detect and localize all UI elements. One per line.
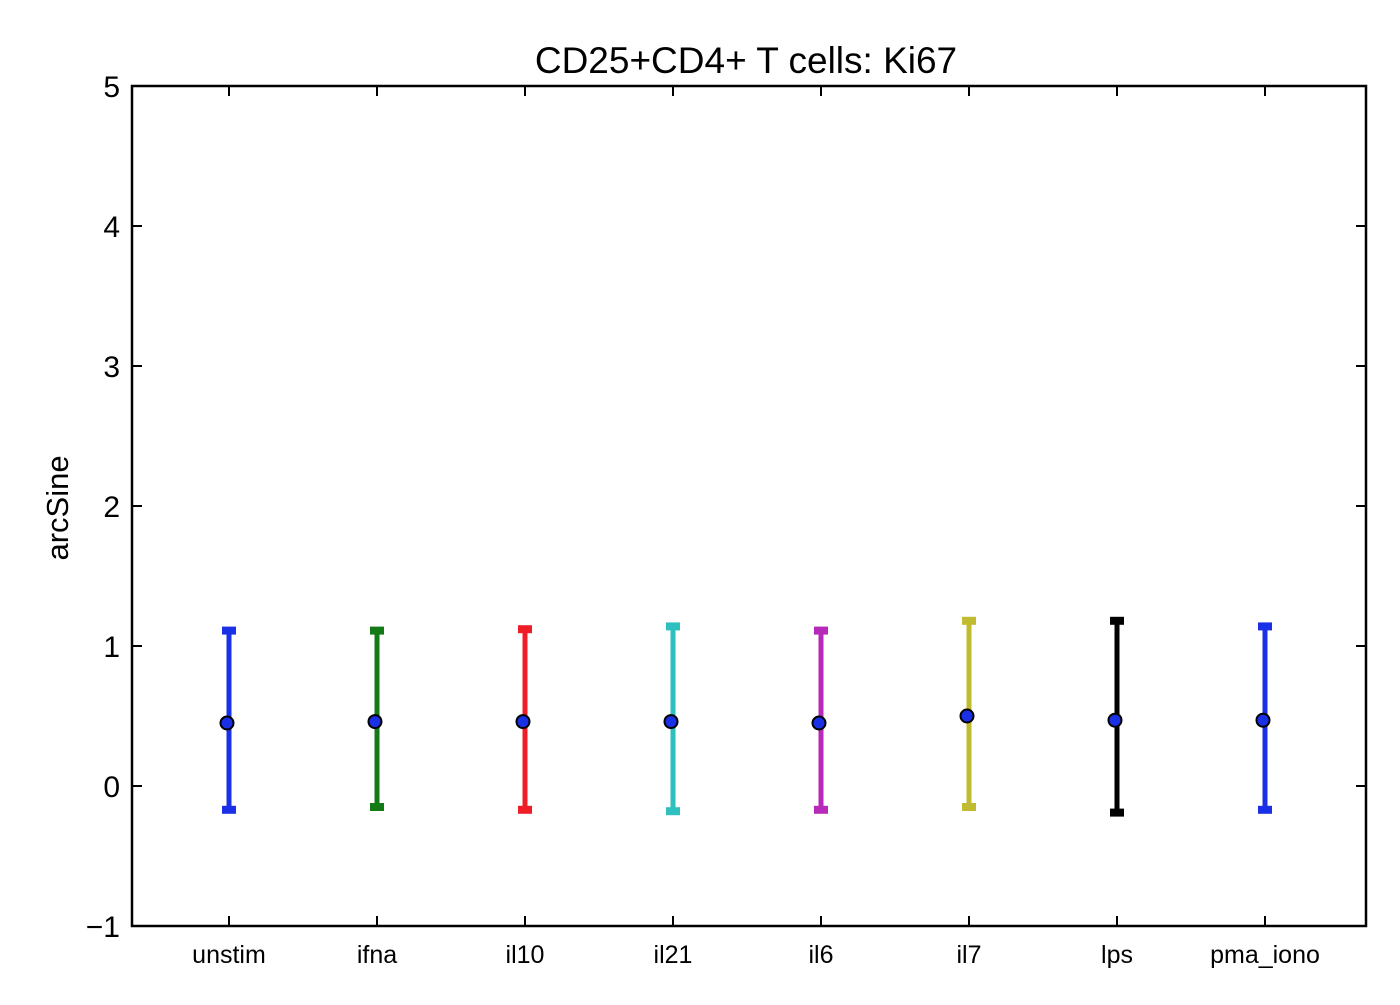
y-tick-label: 5 bbox=[103, 71, 120, 104]
mean-marker bbox=[1255, 712, 1271, 728]
plot-frame bbox=[130, 84, 1368, 928]
mean-marker bbox=[367, 714, 383, 730]
data-marks bbox=[219, 616, 1272, 817]
y-tick-label: −1 bbox=[86, 911, 120, 944]
mean-marker bbox=[663, 714, 679, 730]
errorbar-pma_iono bbox=[1255, 622, 1272, 814]
y-tick-label: 2 bbox=[103, 491, 120, 524]
x-tick-label: il7 bbox=[956, 941, 981, 969]
errorbar-il7 bbox=[959, 616, 976, 811]
axes: −1 0 1 2 3 4 5 unstim ifna il10 il21 il6 il7 lps pma_i… bbox=[86, 71, 1368, 969]
mean-marker bbox=[811, 715, 827, 731]
chart-title: CD25+CD4+ T cells: Ki67 bbox=[535, 40, 957, 81]
x-tick-label: pma_iono bbox=[1210, 941, 1320, 969]
y-tick-label: 0 bbox=[103, 771, 120, 804]
errorbar-il6 bbox=[811, 626, 828, 814]
errorbar-il21 bbox=[663, 622, 680, 816]
y-tick-label: 4 bbox=[103, 211, 120, 244]
mean-marker bbox=[219, 715, 235, 731]
x-tick-label: unstim bbox=[192, 941, 266, 969]
errorbar-lps bbox=[1107, 616, 1124, 817]
errorbar-ifna bbox=[367, 626, 384, 811]
x-tick-label: ifna bbox=[357, 941, 397, 969]
mean-marker bbox=[515, 714, 531, 730]
y-tick-label: 1 bbox=[103, 631, 120, 664]
mean-marker bbox=[959, 708, 975, 724]
x-tick-label: il6 bbox=[808, 941, 833, 969]
errorbar-il10 bbox=[515, 625, 532, 814]
y-tick-label: 3 bbox=[103, 351, 120, 384]
y-axis-label: arcSine bbox=[40, 455, 75, 560]
mean-marker bbox=[1107, 712, 1123, 728]
x-tick-label: il10 bbox=[506, 941, 545, 969]
errorbar-unstim bbox=[219, 626, 236, 814]
x-tick-label: il21 bbox=[654, 941, 693, 969]
x-tick-label: lps bbox=[1101, 941, 1133, 969]
